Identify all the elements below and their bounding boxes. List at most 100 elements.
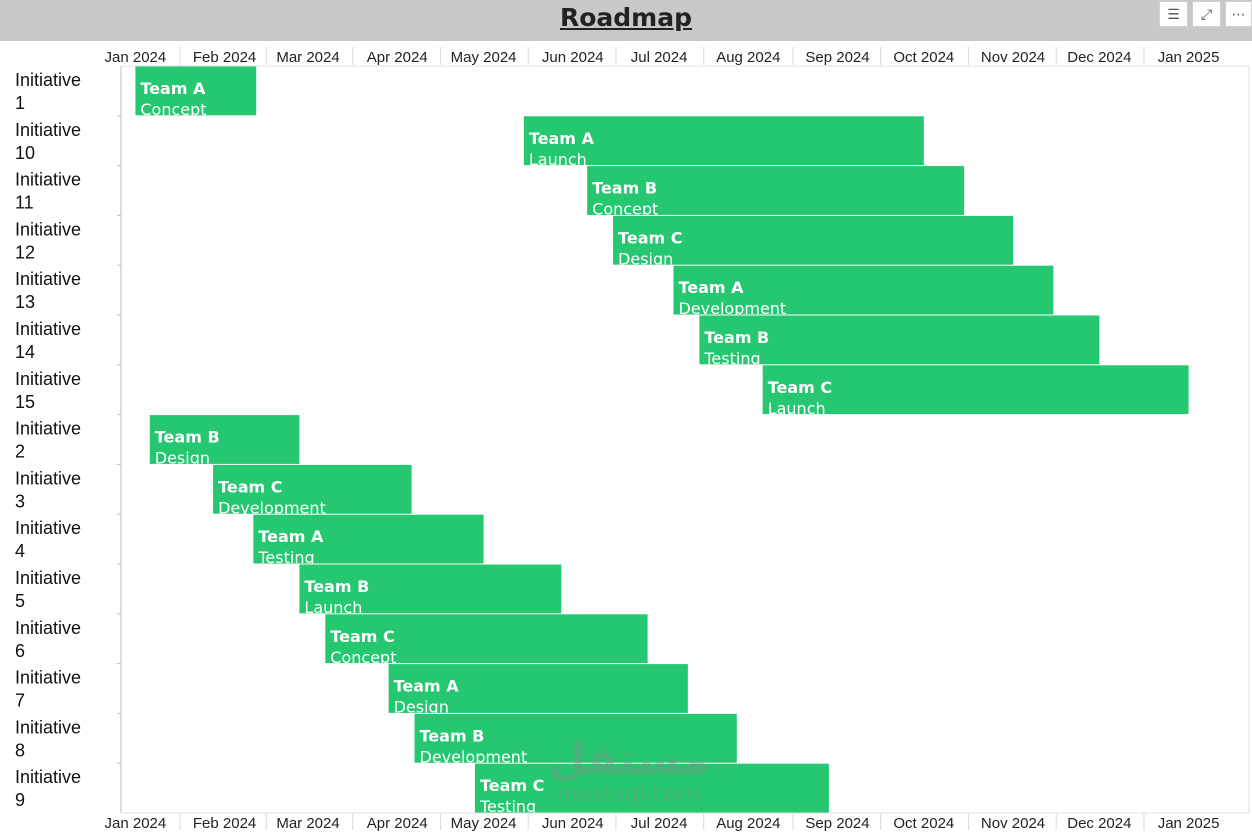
bar-phase-label: Testing: [257, 548, 314, 567]
row-label-line1: Initiative: [15, 717, 81, 737]
x-tick-label-bottom: Jan 2025: [1158, 815, 1220, 832]
row-label-line2: 15: [15, 392, 35, 412]
bar-team-label: Team C: [218, 477, 282, 496]
chart-title: Roadmap: [559, 3, 692, 32]
x-tick-label-bottom: Sep 2024: [805, 815, 869, 832]
gantt-bar: [474, 763, 829, 813]
row-label-line2: 2: [15, 442, 25, 462]
x-tick-label-top: Jul 2024: [631, 49, 688, 66]
row-label-line1: Initiative: [15, 618, 81, 638]
gantt-bar: [762, 365, 1189, 415]
row-label-line2: 9: [15, 790, 25, 810]
row-label-line1: Initiative: [15, 518, 81, 538]
bar-phase-label: Development: [678, 299, 786, 318]
row-label-line1: Initiative: [15, 170, 81, 190]
x-tick-label-bottom: Oct 2024: [893, 815, 954, 832]
x-tick-label-bottom: Apr 2024: [367, 815, 428, 832]
row-label-line2: 7: [15, 691, 25, 711]
bar-phase-label: Launch: [304, 598, 362, 617]
x-tick-label-top: Aug 2024: [716, 49, 780, 66]
x-tick-label-top: Nov 2024: [981, 49, 1045, 66]
gantt-bar: [587, 166, 965, 215]
gantt-bar: [213, 464, 412, 514]
x-tick-label-top: Oct 2024: [893, 49, 954, 66]
bar-phase-label: Launch: [768, 399, 826, 418]
bar-team-label: Team B: [420, 726, 485, 745]
x-tick-label-top: Mar 2024: [276, 49, 339, 66]
bar-team-label: Team B: [304, 577, 369, 596]
row-label-line2: 3: [15, 491, 25, 511]
bar-team-label: Team B: [155, 428, 220, 447]
row-label-line1: Initiative: [15, 369, 81, 389]
bar-phase-label: Development: [420, 747, 528, 766]
gantt-bar: [523, 116, 924, 166]
bar-phase-label: Design: [394, 698, 449, 717]
row-label-line2: 10: [15, 143, 35, 163]
filter-icon[interactable]: ☰: [1159, 1, 1188, 27]
bar-phase-label: Concept: [592, 200, 658, 219]
gantt-bar: [299, 564, 562, 614]
x-tick-label-bottom: Jul 2024: [631, 815, 688, 832]
gantt-bar: [699, 315, 1100, 365]
focus-mode-icon[interactable]: ⤢: [1192, 1, 1221, 27]
bar-phase-label: Design: [618, 249, 673, 268]
bar-team-label: Team A: [258, 527, 324, 546]
row-label-line2: 4: [15, 541, 25, 561]
gantt-bar: [253, 514, 484, 564]
bar-team-label: Team C: [330, 627, 394, 646]
gantt-bar: [149, 415, 300, 464]
bar-team-label: Team A: [394, 677, 460, 696]
bar-team-label: Team A: [140, 79, 206, 98]
x-tick-label-bottom: Dec 2024: [1067, 815, 1131, 832]
x-tick-label-bottom: Feb 2024: [193, 815, 256, 832]
x-tick-label-top: Dec 2024: [1067, 49, 1131, 66]
row-label-line2: 11: [15, 193, 34, 213]
bar-phase-label: Launch: [529, 150, 587, 169]
row-label-line2: 8: [15, 740, 25, 760]
row-label-line1: Initiative: [15, 219, 81, 239]
x-tick-label-top: Apr 2024: [367, 49, 428, 66]
bar-team-label: Team A: [678, 278, 744, 297]
gantt-bar: [673, 265, 1054, 315]
row-label-line1: Initiative: [15, 70, 81, 90]
bar-team-label: Team C: [618, 228, 682, 247]
bar-team-label: Team B: [704, 328, 769, 347]
row-label-line1: Initiative: [15, 767, 81, 787]
row-label-line2: 6: [15, 641, 25, 661]
visual-header: [0, 0, 1252, 41]
row-label-line1: Initiative: [15, 120, 81, 140]
bar-team-label: Team B: [592, 179, 657, 198]
row-label-line2: 5: [15, 591, 25, 611]
gantt-bar: [388, 664, 688, 713]
x-tick-label-top: Jun 2024: [542, 49, 604, 66]
row-label-line1: Initiative: [15, 468, 81, 488]
bar-phase-label: Concept: [330, 648, 396, 667]
gantt-bar: [613, 215, 1014, 265]
x-tick-label-top: Sep 2024: [805, 49, 869, 66]
bar-phase-label: Testing: [479, 797, 536, 816]
bar-phase-label: Design: [155, 449, 210, 468]
bar-team-label: Team A: [529, 129, 595, 148]
row-label-line2: 1: [15, 93, 25, 113]
row-label-line1: Initiative: [15, 568, 81, 588]
x-tick-label-top: Feb 2024: [193, 49, 256, 66]
x-tick-label-top: May 2024: [451, 49, 517, 66]
row-label-line1: Initiative: [15, 419, 81, 439]
gantt-bar: [135, 66, 257, 116]
row-label-line1: Initiative: [15, 319, 81, 339]
x-tick-label-bottom: Mar 2024: [276, 815, 339, 832]
x-tick-label-bottom: Aug 2024: [716, 815, 780, 832]
gantt-bar: [325, 614, 648, 664]
x-tick-label-bottom: Jan 2024: [105, 815, 167, 832]
x-tick-label-bottom: Nov 2024: [981, 815, 1045, 832]
row-label-line1: Initiative: [15, 269, 81, 289]
x-tick-label-bottom: May 2024: [451, 815, 517, 832]
bar-phase-label: Development: [218, 498, 326, 517]
bar-team-label: Team C: [768, 378, 832, 397]
bar-phase-label: Concept: [140, 100, 206, 119]
bar-team-label: Team C: [480, 776, 544, 795]
bar-phase-label: Testing: [703, 349, 760, 368]
row-label-line2: 13: [15, 292, 35, 312]
row-label-line1: Initiative: [15, 668, 81, 688]
